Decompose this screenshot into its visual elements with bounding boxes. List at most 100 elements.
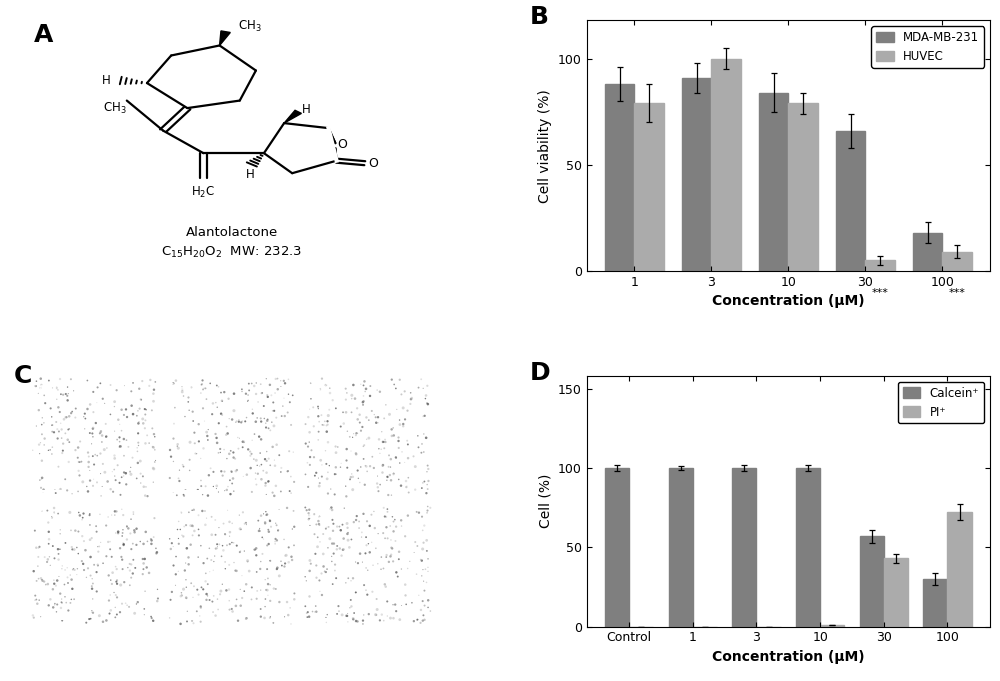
Point	[136, 481, 152, 492]
Point	[226, 537, 242, 548]
Point	[259, 415, 275, 426]
Point	[203, 554, 219, 565]
Point	[140, 491, 156, 502]
Point	[74, 530, 90, 541]
Point	[176, 391, 192, 402]
Point	[348, 556, 364, 567]
Point	[378, 552, 394, 563]
Point	[114, 530, 130, 541]
Point	[221, 448, 237, 459]
Point	[84, 605, 100, 616]
Point	[409, 614, 425, 625]
Point	[378, 400, 394, 411]
Point	[384, 374, 400, 385]
Point	[308, 560, 324, 571]
Point	[198, 481, 214, 492]
Point	[302, 565, 318, 576]
Point	[416, 537, 432, 548]
Point	[137, 586, 153, 597]
Point	[62, 507, 78, 518]
Point	[419, 380, 435, 391]
Point	[228, 601, 244, 612]
Text: CH$_3$: CH$_3$	[103, 101, 127, 116]
Point	[343, 472, 359, 483]
Bar	[669, 468, 693, 627]
Point	[63, 525, 79, 536]
Point	[339, 443, 355, 454]
Point	[348, 515, 364, 526]
Point	[251, 526, 267, 537]
Point	[302, 591, 318, 602]
Point	[356, 609, 372, 620]
Point	[79, 375, 95, 386]
Point	[419, 466, 435, 477]
Point	[391, 474, 407, 485]
Point	[136, 539, 152, 550]
Point	[148, 548, 164, 559]
Point	[229, 464, 245, 475]
Point	[49, 599, 65, 610]
Point	[210, 447, 226, 458]
Point	[223, 466, 239, 477]
Point	[80, 447, 96, 458]
Point	[30, 552, 46, 563]
Point	[320, 410, 336, 421]
Point	[419, 545, 435, 556]
Point	[59, 485, 75, 496]
Point	[36, 417, 52, 428]
Point	[411, 507, 427, 518]
Point	[338, 491, 354, 502]
Point	[257, 612, 273, 623]
Text: ***: ***	[949, 288, 965, 298]
Point	[248, 416, 264, 427]
Point	[299, 505, 315, 516]
Point	[227, 454, 243, 464]
Point	[179, 616, 195, 627]
Point	[282, 603, 298, 614]
Point	[374, 467, 390, 478]
Point	[135, 413, 151, 424]
Point	[135, 471, 151, 481]
Point	[171, 464, 187, 475]
Point	[413, 374, 429, 385]
Point	[137, 404, 153, 415]
Point	[209, 541, 225, 552]
Point	[342, 602, 358, 613]
Point	[195, 584, 211, 595]
Point	[147, 445, 163, 456]
Point	[110, 414, 126, 425]
Point	[58, 389, 74, 400]
Point	[177, 565, 193, 576]
Point	[146, 429, 162, 440]
Text: H$_2$C: H$_2$C	[191, 185, 215, 200]
Point	[119, 521, 135, 532]
Point	[368, 609, 384, 620]
Point	[53, 484, 69, 494]
Point	[250, 396, 266, 407]
Point	[187, 438, 203, 449]
Text: C: C	[14, 364, 32, 387]
Point	[100, 511, 116, 522]
Point	[50, 433, 66, 444]
Point	[85, 480, 101, 491]
Point	[58, 412, 74, 423]
Point	[258, 422, 274, 433]
Point	[214, 396, 230, 407]
Point	[368, 417, 384, 428]
Point	[325, 525, 341, 536]
Point	[279, 503, 295, 513]
Point	[204, 596, 220, 607]
Point	[420, 501, 436, 512]
Point	[414, 555, 430, 566]
Point	[282, 486, 298, 496]
Point	[381, 450, 397, 461]
Point	[143, 539, 159, 550]
Bar	[884, 558, 908, 627]
Point	[388, 605, 404, 616]
Point	[308, 486, 324, 496]
Point	[195, 489, 211, 500]
Point	[388, 452, 404, 463]
Point	[86, 459, 102, 470]
Point	[137, 423, 153, 434]
Point	[259, 564, 275, 575]
